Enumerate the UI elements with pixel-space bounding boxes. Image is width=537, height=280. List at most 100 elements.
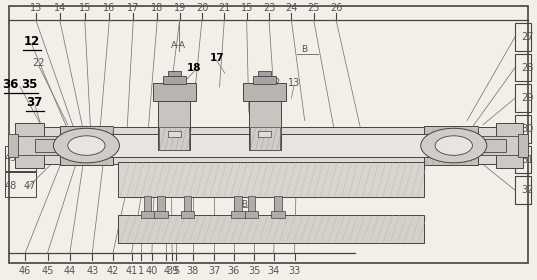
Text: 31: 31 — [521, 155, 533, 165]
Bar — [157, 196, 165, 213]
Bar — [118, 215, 424, 243]
Text: 17: 17 — [127, 3, 140, 13]
Text: 13: 13 — [288, 78, 300, 88]
Bar — [477, 136, 519, 155]
Text: 27: 27 — [521, 32, 533, 42]
Text: 28: 28 — [521, 62, 533, 73]
Text: 49: 49 — [4, 153, 17, 163]
Text: 36: 36 — [228, 266, 240, 276]
Bar — [180, 211, 194, 218]
Text: B: B — [301, 45, 307, 54]
Text: 5: 5 — [173, 266, 179, 276]
Bar — [154, 211, 168, 218]
Bar — [515, 176, 531, 204]
Bar — [253, 76, 277, 84]
Text: A-A: A-A — [171, 41, 186, 50]
Text: 43: 43 — [86, 266, 98, 276]
Bar — [111, 134, 429, 157]
Bar — [168, 71, 180, 76]
Circle shape — [53, 128, 119, 163]
Text: 46: 46 — [19, 266, 31, 276]
Bar — [243, 83, 286, 101]
Bar — [258, 130, 271, 137]
Text: 37: 37 — [208, 266, 220, 276]
Text: 18: 18 — [187, 62, 202, 73]
Text: 44: 44 — [64, 266, 76, 276]
Text: 35: 35 — [248, 266, 260, 276]
Text: 22: 22 — [32, 59, 45, 68]
Bar — [250, 127, 280, 150]
Bar — [5, 172, 37, 197]
Bar — [258, 71, 271, 76]
Text: 47: 47 — [23, 181, 35, 191]
Text: 37: 37 — [27, 96, 43, 109]
Text: 4: 4 — [163, 266, 169, 276]
Text: 42: 42 — [107, 266, 119, 276]
Bar — [244, 211, 258, 218]
Bar — [153, 83, 195, 101]
Bar — [118, 162, 424, 197]
Text: 19: 19 — [173, 3, 186, 13]
Text: 50: 50 — [23, 153, 35, 163]
Text: 24: 24 — [285, 3, 297, 13]
Bar — [158, 94, 190, 150]
Bar — [159, 127, 189, 150]
Bar — [14, 136, 62, 155]
Text: 18: 18 — [151, 3, 163, 13]
Text: 45: 45 — [41, 266, 54, 276]
Bar — [515, 23, 531, 51]
Text: 51: 51 — [20, 125, 33, 135]
Bar — [144, 196, 151, 213]
Text: 29: 29 — [521, 93, 533, 103]
Circle shape — [68, 136, 105, 155]
Circle shape — [435, 136, 473, 155]
Bar — [163, 76, 186, 84]
Bar — [248, 196, 255, 213]
Text: 1: 1 — [138, 266, 144, 276]
Bar — [271, 211, 285, 218]
Text: -B: -B — [240, 200, 249, 209]
Text: 12: 12 — [24, 35, 40, 48]
Bar — [515, 84, 531, 112]
Text: 14: 14 — [54, 3, 66, 13]
Bar — [60, 126, 113, 165]
Bar — [515, 146, 531, 173]
Text: 36: 36 — [2, 78, 18, 91]
Text: 48: 48 — [4, 181, 17, 191]
Text: 21: 21 — [218, 3, 230, 13]
Bar — [184, 196, 191, 213]
Bar — [35, 139, 59, 152]
Text: 23: 23 — [263, 3, 275, 13]
Text: 15: 15 — [241, 3, 253, 13]
Bar — [496, 123, 523, 168]
Text: 33: 33 — [288, 266, 301, 276]
Bar — [41, 127, 504, 164]
Text: 26: 26 — [330, 3, 342, 13]
Text: 32: 32 — [521, 185, 533, 195]
Text: 38: 38 — [187, 266, 199, 276]
Text: 39: 39 — [166, 266, 178, 276]
Bar — [8, 134, 18, 157]
Bar — [515, 115, 531, 143]
Circle shape — [421, 128, 487, 163]
Bar — [141, 211, 155, 218]
Text: 12: 12 — [269, 78, 281, 88]
Bar — [515, 54, 531, 81]
Text: 16: 16 — [103, 3, 115, 13]
Text: 34: 34 — [268, 266, 280, 276]
Text: 13: 13 — [30, 3, 42, 13]
Text: 25: 25 — [308, 3, 320, 13]
Text: 30: 30 — [521, 124, 533, 134]
Bar — [482, 139, 506, 152]
Bar — [168, 130, 180, 137]
Text: 17: 17 — [209, 53, 224, 63]
Text: 41: 41 — [126, 266, 138, 276]
Text: 20: 20 — [196, 3, 208, 13]
Bar — [249, 94, 281, 150]
Bar — [235, 196, 242, 213]
Text: 35: 35 — [21, 78, 38, 91]
Bar — [14, 123, 44, 168]
Bar — [274, 196, 282, 213]
Bar — [424, 126, 478, 165]
Bar — [231, 211, 245, 218]
